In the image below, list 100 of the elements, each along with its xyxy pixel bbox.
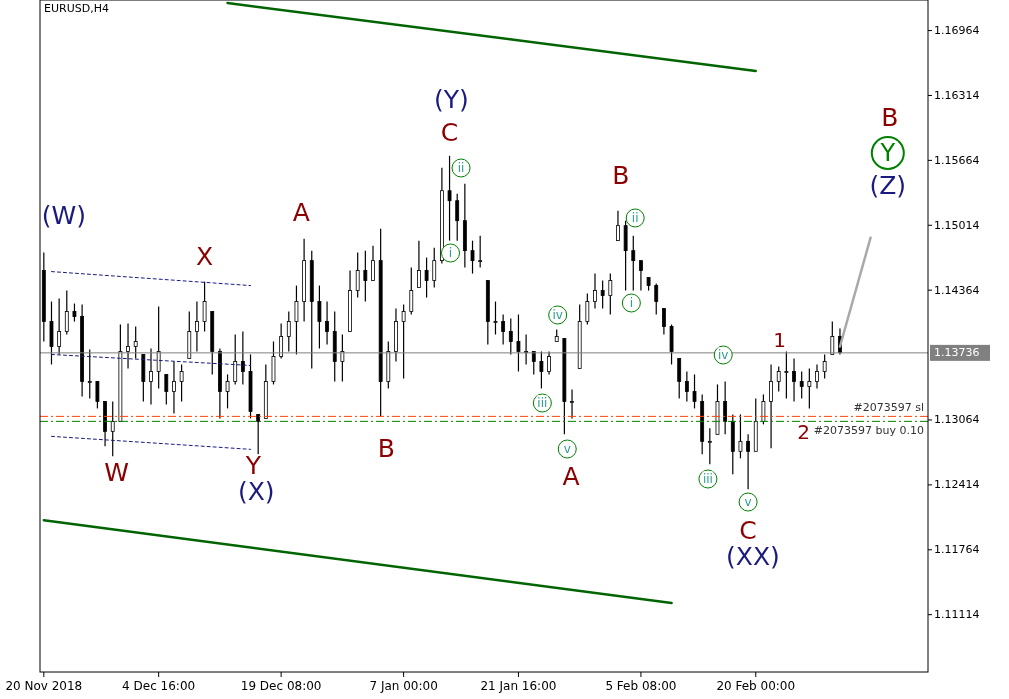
annotation: iii bbox=[537, 396, 548, 410]
candlestick bbox=[172, 360, 176, 414]
candlestick bbox=[654, 282, 659, 316]
y-tick-label: 1.12414 bbox=[934, 478, 980, 492]
candlestick bbox=[355, 252, 360, 299]
candlestick bbox=[126, 322, 130, 370]
candlestick bbox=[95, 380, 100, 409]
candlestick bbox=[776, 365, 781, 393]
candlestick bbox=[761, 393, 766, 425]
ref-line-label: #2073597 sl bbox=[853, 401, 924, 415]
candlestick bbox=[110, 400, 115, 457]
candlestick bbox=[738, 413, 743, 459]
candlestick bbox=[516, 313, 521, 373]
ref-line-label: #2073597 buy 0.10 bbox=[813, 424, 924, 438]
y-tick-label: 1.11764 bbox=[934, 543, 980, 557]
candlestick bbox=[539, 350, 544, 390]
candlestick bbox=[256, 413, 261, 455]
candlestick bbox=[493, 300, 498, 336]
candlestick bbox=[600, 279, 605, 310]
candlestick bbox=[631, 235, 636, 292]
candlestick bbox=[340, 333, 345, 383]
candlestick bbox=[585, 292, 590, 326]
candlestick bbox=[662, 307, 666, 336]
x-tick-label: 5 Feb 08:00 bbox=[605, 679, 677, 693]
x-tick-label: 20 Feb 00:00 bbox=[716, 679, 796, 693]
candlestick bbox=[401, 303, 406, 380]
candlestick bbox=[677, 357, 682, 400]
x-tick-label: 7 Jan 00:00 bbox=[369, 679, 438, 693]
candlestick bbox=[179, 363, 184, 402]
candlestick bbox=[822, 353, 827, 380]
candlestick bbox=[233, 333, 238, 386]
y-tick-label: 1.15014 bbox=[934, 218, 980, 232]
candlestick bbox=[707, 427, 712, 465]
y-tick-label: 1.14364 bbox=[934, 283, 980, 297]
y-tick-label: 1.13064 bbox=[934, 413, 980, 427]
candlestick bbox=[240, 330, 245, 386]
annotation: B bbox=[881, 102, 899, 132]
candlestick bbox=[639, 260, 643, 292]
candlestick bbox=[501, 313, 506, 346]
x-tick-label: 20 Nov 2018 bbox=[5, 679, 83, 693]
annotation: (W) bbox=[41, 200, 87, 230]
annotation: C bbox=[440, 117, 459, 147]
annotation: iii bbox=[702, 472, 713, 486]
candlestick bbox=[225, 373, 230, 409]
candlestick bbox=[363, 250, 368, 303]
candlestick bbox=[692, 373, 697, 409]
candlestick bbox=[784, 350, 789, 400]
annotation: v bbox=[563, 442, 571, 456]
candlestick bbox=[608, 272, 613, 316]
y-tick-label: 1.11114 bbox=[934, 608, 980, 622]
candlestick bbox=[164, 373, 169, 405]
annotation: ii bbox=[457, 161, 465, 175]
annotation: (Y) bbox=[434, 84, 469, 114]
candlestick bbox=[830, 320, 835, 356]
annotation: i bbox=[448, 246, 453, 260]
ref-line-label: 1.13736 bbox=[934, 346, 980, 360]
candlestick bbox=[455, 193, 460, 242]
candlestick bbox=[807, 367, 812, 409]
annotation: B bbox=[377, 433, 395, 463]
candlestick bbox=[616, 210, 620, 242]
annotation: Y bbox=[879, 139, 896, 167]
annotation: v bbox=[744, 495, 752, 509]
candlestick bbox=[799, 370, 804, 400]
candlestick bbox=[87, 348, 92, 400]
candlestick bbox=[570, 388, 574, 419]
annotation: A bbox=[562, 461, 580, 491]
candlestick bbox=[64, 289, 69, 336]
candlestick bbox=[149, 347, 153, 405]
y-tick-label: 1.16964 bbox=[934, 24, 980, 38]
candlestick bbox=[478, 235, 483, 269]
x-tick-label: 21 Jan 16:00 bbox=[480, 679, 557, 693]
candlestick bbox=[815, 363, 819, 390]
candlestick bbox=[317, 284, 322, 350]
candlestick bbox=[593, 272, 597, 310]
annotation: 1 bbox=[773, 328, 787, 352]
candlestick bbox=[156, 305, 161, 390]
candlestick bbox=[409, 267, 414, 316]
candlestick bbox=[202, 280, 207, 333]
chart-title: EURUSD,H4 bbox=[44, 2, 109, 15]
candlestick bbox=[792, 357, 796, 402]
y-tick-label: 1.16314 bbox=[934, 88, 980, 102]
annotation: iv bbox=[718, 348, 729, 362]
candlestick bbox=[286, 310, 291, 353]
candlestick bbox=[195, 300, 199, 353]
candlestick bbox=[432, 247, 437, 289]
annotation: ii bbox=[631, 211, 639, 225]
candlestick bbox=[723, 380, 728, 435]
candlestick bbox=[133, 325, 138, 360]
candlestick bbox=[470, 240, 475, 275]
y-tick-label: 1.15664 bbox=[934, 153, 980, 167]
annotation: W bbox=[104, 457, 129, 487]
candlestick bbox=[684, 370, 689, 402]
candlestick bbox=[547, 350, 551, 376]
annotation: 2 bbox=[797, 420, 810, 444]
candlestick bbox=[417, 240, 421, 289]
candlestick bbox=[371, 245, 375, 282]
candlestick bbox=[746, 433, 750, 490]
annotation: A bbox=[292, 197, 310, 227]
candlestick bbox=[447, 155, 452, 242]
candlestick bbox=[279, 322, 284, 360]
